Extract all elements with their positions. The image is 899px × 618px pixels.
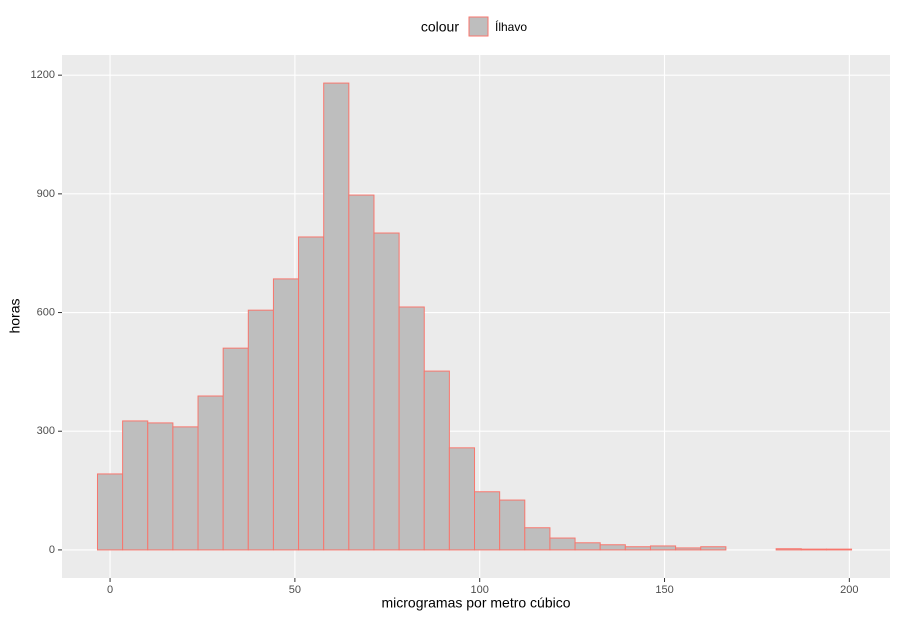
histogram-bar <box>147 422 174 551</box>
histogram-bar <box>474 491 501 551</box>
histogram-bar <box>423 370 450 551</box>
histogram-bar <box>524 527 551 551</box>
x-axis-title: microgramas por metro cúbico <box>381 595 570 611</box>
histogram-bar <box>298 236 325 551</box>
y-tick-label: 900 <box>37 188 55 200</box>
y-tick-label: 0 <box>49 544 55 556</box>
histogram-bar <box>599 544 626 551</box>
histogram-bar <box>348 194 375 551</box>
histogram-bar <box>825 548 853 551</box>
x-tick-label: 100 <box>471 584 489 596</box>
y-tick-label: 300 <box>37 425 55 437</box>
histogram-bar <box>398 306 425 551</box>
x-tick-label: 0 <box>107 584 113 596</box>
histogram-bar <box>649 545 677 551</box>
histogram-bar <box>448 447 476 551</box>
y-tick-label: 1200 <box>31 69 55 81</box>
histogram-bar <box>549 537 576 551</box>
x-tick-label: 200 <box>840 584 858 596</box>
x-tick-label: 50 <box>289 584 301 596</box>
y-axis-title: horas <box>7 298 23 333</box>
legend-label: Ílhavo <box>495 19 527 34</box>
histogram-bar <box>574 542 601 551</box>
histogram-bar <box>373 232 400 551</box>
histogram-bar <box>624 546 651 551</box>
histogram-bar <box>775 548 802 551</box>
histogram-bar <box>122 420 149 551</box>
legend-key <box>468 16 489 37</box>
histogram-bar <box>197 395 224 551</box>
histogram-bar <box>323 82 350 551</box>
histogram-bar <box>172 426 199 551</box>
x-tick-label: 150 <box>655 584 673 596</box>
histogram-bar <box>499 499 526 551</box>
legend-title: colour <box>421 19 459 35</box>
histogram-bar <box>800 548 827 551</box>
histogram-bar <box>96 473 124 551</box>
histogram-bar <box>247 309 274 551</box>
y-tick-label: 600 <box>37 306 55 318</box>
histogram-bar <box>222 347 249 551</box>
histogram-bar <box>675 547 702 551</box>
histogram-bar <box>700 546 727 551</box>
histogram-bar <box>272 278 300 551</box>
